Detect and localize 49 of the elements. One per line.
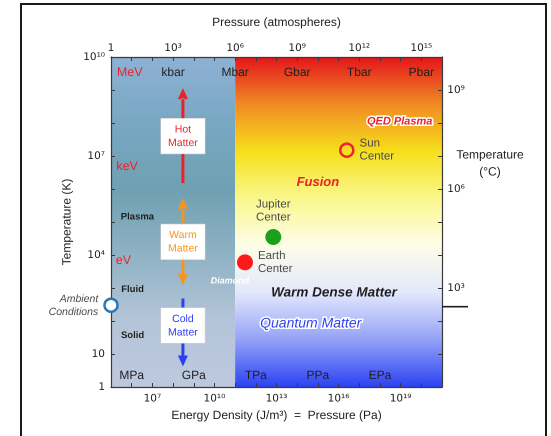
annotation: keV (116, 158, 139, 173)
text: 1 (108, 42, 114, 54)
series-label: Ambient Conditions (48, 292, 100, 318)
x-tick-label: 10⁷ (144, 392, 162, 404)
annotation: eV (116, 253, 132, 268)
annotation: PPa (306, 368, 330, 382)
y2-axis-title: Temperature (°C) (456, 148, 524, 178)
series-label: Earth Center (258, 250, 293, 275)
annotation: Warm Dense Matter (271, 284, 398, 300)
x-tick-label: 10¹³ (266, 392, 288, 404)
annotation: Fluid (121, 284, 144, 296)
x-tick-label: 10¹⁹ (390, 392, 412, 404)
text: 10⁹ (288, 42, 306, 54)
x-axis-title: Energy Density (J/m³) = Pressure (Pa) (171, 408, 382, 422)
annotation: Cold Matter (168, 312, 198, 338)
x2-axis-title: Pressure (atmospheres) (212, 15, 341, 29)
y-tick-label: 10⁷ (87, 150, 105, 162)
text: 10³ (164, 42, 182, 54)
annotation: Fusion (296, 174, 340, 189)
y-tick-label: 10⁴ (87, 249, 105, 261)
annotation: QED Plasma (366, 116, 432, 128)
annotation: kbar (161, 65, 185, 80)
annotation: Gbar (284, 65, 311, 80)
annotation: MeV (116, 65, 144, 80)
x-tick-label: 10¹⁶ (328, 392, 350, 404)
series-label: Jupiter Center (256, 198, 291, 224)
annotation: Pbar (408, 65, 434, 80)
annotation: MPa (119, 368, 144, 382)
y-tick-label: 10¹⁰ (83, 51, 105, 63)
text: 10¹⁵ (410, 42, 432, 54)
y-tick-label: 10 (92, 348, 105, 360)
annotation: Solid (120, 330, 144, 342)
annotation: Hot Matter (168, 123, 198, 149)
text: 10³ (447, 282, 465, 294)
annotation: TPa (244, 368, 268, 382)
x-tick-label: 10¹⁰ (204, 392, 226, 404)
text: 10⁶ (226, 42, 244, 54)
annotation: GPa (182, 368, 206, 382)
series-label: Sun Center (360, 138, 394, 163)
annotation: Tbar (346, 65, 372, 80)
y-tick-label: 1 (98, 381, 105, 393)
annotation: Warm Matter (168, 229, 198, 255)
text: 10⁹ (447, 84, 465, 96)
text: 10⁶ (447, 183, 465, 195)
annotation: Plasma (120, 212, 155, 223)
annotation: EPa (368, 368, 392, 382)
annotation: Quantum Matter (260, 314, 363, 331)
y-axis-title: Temperature (K) (59, 178, 74, 266)
text: 10¹² (348, 42, 370, 54)
